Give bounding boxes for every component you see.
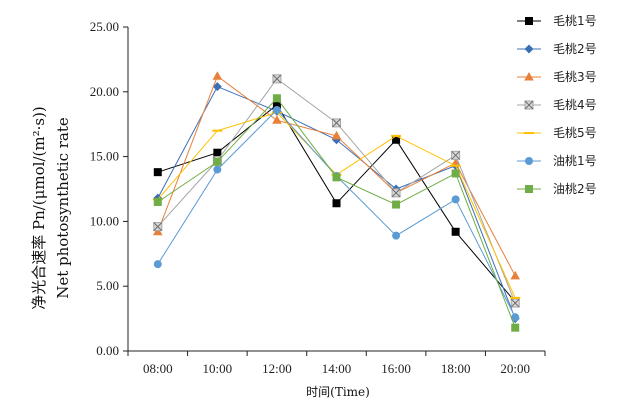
y-axis-title-cn: 净光合速率 Pn/(μmol/(m²·s)) <box>30 106 48 310</box>
data-point <box>392 200 401 209</box>
y-tick-label: 15.00 <box>90 149 119 164</box>
marker-cross <box>391 188 401 198</box>
data-point <box>153 168 162 177</box>
series-7 <box>153 94 520 332</box>
series-line <box>157 78 516 304</box>
data-point <box>272 105 281 114</box>
legend-marker <box>524 44 534 54</box>
marker-cross <box>332 118 341 128</box>
data-point <box>272 115 282 124</box>
data-point <box>510 270 521 280</box>
legend-label: 毛桃2号 <box>553 41 597 56</box>
legend-label: 油桃2号 <box>553 181 597 196</box>
marker-cross <box>510 298 520 308</box>
marker-cross <box>272 74 282 84</box>
legend-label: 油桃1号 <box>553 153 597 168</box>
legend-item: 毛桃5号 <box>517 125 597 140</box>
data-point <box>392 231 401 240</box>
marker-cross <box>451 150 460 160</box>
data-point <box>212 129 223 132</box>
y-axis-title-en: Net photosynthetic rate <box>54 117 72 299</box>
legend-marker <box>525 17 533 25</box>
legend-label: 毛桃3号 <box>553 69 597 84</box>
y-tick-label: 20.00 <box>90 84 119 99</box>
data-point <box>213 165 222 174</box>
y-tick-labels: 0.00 5.00 10.00 15.00 20.00 25.00 <box>90 19 119 358</box>
data-point <box>272 94 281 103</box>
legend-label: 毛桃5号 <box>553 125 597 140</box>
data-point <box>272 100 281 109</box>
data-point <box>272 74 282 84</box>
data-point <box>213 148 222 157</box>
x-tick-label: 18:00 <box>441 361 471 376</box>
data-point <box>212 71 223 80</box>
legend-item: 毛桃3号 <box>517 69 597 84</box>
marker-cross <box>524 100 534 110</box>
data-point <box>331 130 342 140</box>
data-point <box>451 227 460 236</box>
data-point <box>451 169 460 178</box>
data-point <box>450 164 461 167</box>
x-tick-labels: 08:00 10:00 12:00 14:00 16:00 18:00 20:00 <box>143 361 530 376</box>
data-point <box>212 82 222 92</box>
legend-label: 毛桃4号 <box>553 97 597 112</box>
marker-cross <box>153 222 163 231</box>
x-tick-label: 08:00 <box>143 361 173 376</box>
legend-marker <box>525 157 533 165</box>
data-point <box>213 157 222 166</box>
data-point <box>511 323 520 332</box>
legend-marker <box>524 72 534 81</box>
data-point <box>511 313 520 322</box>
axes <box>123 26 546 356</box>
legend-item: 油桃1号 <box>517 153 597 168</box>
data-point <box>392 135 401 144</box>
y-tick-label: 10.00 <box>90 213 119 228</box>
legend-item: 毛桃2号 <box>517 41 597 56</box>
x-tick-label: 14:00 <box>322 361 352 376</box>
data-point <box>391 188 401 198</box>
legend-item: 油桃2号 <box>517 181 597 196</box>
data-point <box>510 298 520 308</box>
data-point <box>332 118 341 128</box>
y-tick-label: 0.00 <box>96 343 119 358</box>
y-tick-label: 25.00 <box>90 19 119 34</box>
x-tick-label: 20:00 <box>500 361 530 376</box>
series-layer <box>152 71 521 332</box>
series-4 <box>153 74 520 308</box>
data-point <box>451 150 461 160</box>
legend-label: 毛桃1号 <box>553 13 597 28</box>
y-tick-label: 5.00 <box>96 278 119 293</box>
data-point <box>153 222 163 232</box>
legend-marker <box>524 132 534 134</box>
legend-item: 毛桃4号 <box>517 97 597 112</box>
x-axis-title: 时间(Time) <box>306 385 370 399</box>
x-tick-label: 10:00 <box>203 361 233 376</box>
data-point <box>153 260 162 269</box>
data-point <box>451 195 460 204</box>
legend-item: 毛桃1号 <box>517 13 597 28</box>
legend-marker <box>525 185 533 193</box>
data-point <box>332 199 341 208</box>
legend-marker <box>524 100 534 110</box>
data-point <box>391 134 402 137</box>
data-point <box>510 296 521 299</box>
data-point <box>332 173 341 182</box>
data-point <box>153 197 162 206</box>
x-tick-label: 16:00 <box>381 361 411 376</box>
x-tick-label: 12:00 <box>262 361 292 376</box>
